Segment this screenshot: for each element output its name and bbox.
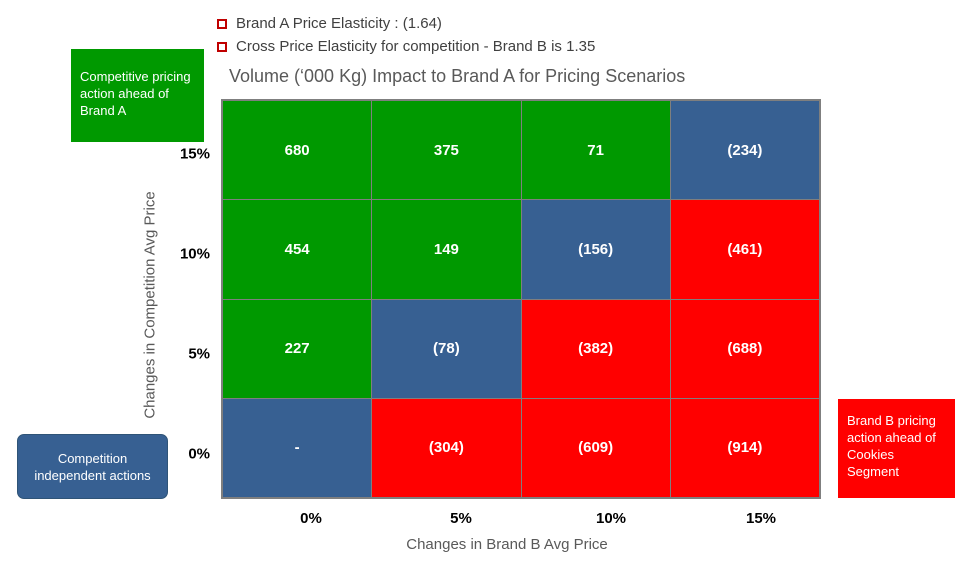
heatmap-cell: (382) [521,299,670,398]
heatmap-cell: 680 [223,101,372,200]
heatmap-cell: (304) [372,398,521,497]
heatmap-cell: (688) [670,299,819,398]
heatmap-cell: 375 [372,101,521,200]
heatmap-cell: (609) [521,398,670,497]
heatmap-grid: 680 375 71 (234) 454 149 (156) (461) 227 (78) (382… [221,99,821,499]
callout-competition-independent: Competition independent actions [17,434,168,499]
heatmap-cell: 149 [372,200,521,299]
bullet-item: Cross Price Elasticity for competition -… [217,35,595,58]
y-tick-label: 5% [188,345,210,363]
y-tick-label: 10% [179,245,210,263]
bullet-square-icon [217,18,227,29]
x-tick-label: 5% [450,510,472,527]
chart-title: Volume (‘000 Kg) Impact to Brand A for P… [229,66,686,86]
callout-brand-b-pricing: Brand B pricing action ahead of Cookies … [838,399,955,498]
y-tick-label: 15% [179,145,210,163]
bullet-item: Brand A Price Elasticity : (1.64) [217,12,595,35]
callout-competitive-pricing: Competitive pricing action ahead of Bran… [71,49,204,142]
heatmap-cell: (914) [670,398,819,497]
heatmap-cell: (156) [521,200,670,299]
heatmap-cell: (78) [372,299,521,398]
bullet-text: Brand A Price Elasticity : (1.64) [236,15,442,32]
heatmap-cell: - [223,398,372,497]
y-axis-title: Changes in Competition Avg Price [141,191,159,419]
heatmap-cell: 227 [223,299,372,398]
heatmap-cell: (234) [670,101,819,200]
bullet-text: Cross Price Elasticity for competition -… [236,38,596,55]
x-tick-label: 10% [595,510,627,527]
x-axis-title: Changes in Brand B Avg Price [406,536,608,553]
heatmap-cell: (461) [670,200,819,299]
heatmap-cell: 454 [223,200,372,299]
x-tick-label: 0% [300,510,322,527]
heatmap-cell: 71 [521,101,670,200]
x-tick-label: 15% [745,510,777,527]
y-tick-label: 0% [188,445,210,463]
bullet-list: Brand A Price Elasticity : (1.64) Cross … [217,12,595,58]
bullet-square-icon [217,41,227,52]
